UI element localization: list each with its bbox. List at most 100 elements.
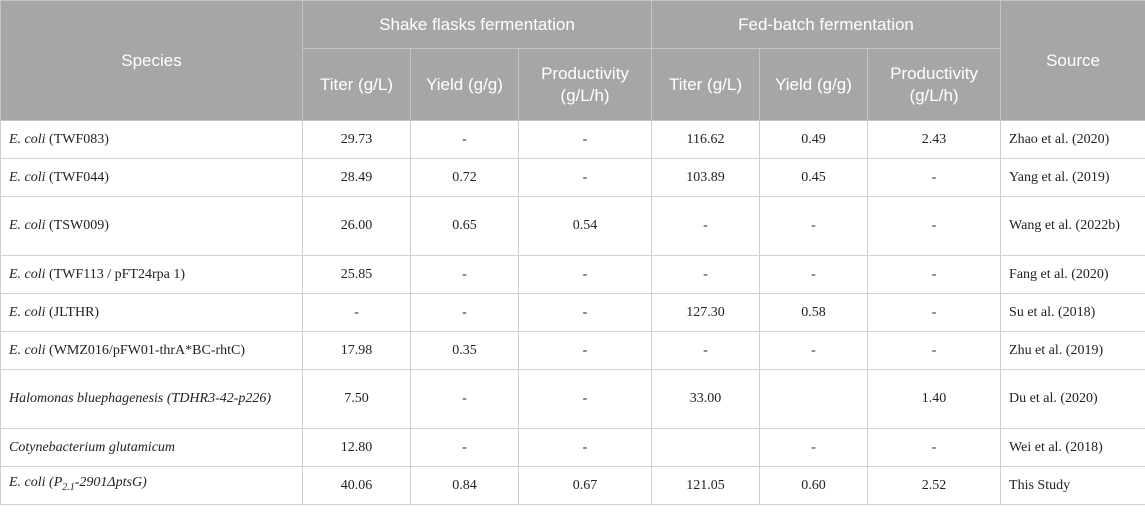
cell-shake-titer: - xyxy=(302,293,411,332)
cell-shake-productivity: - xyxy=(518,293,652,332)
cell-species: Cotynebacterium glutamicum xyxy=(0,428,303,467)
cell-shake-titer: 29.73 xyxy=(302,120,411,159)
species-strain: (TWF044) xyxy=(45,169,109,185)
header-shake-flasks: Shake flasks fermentation xyxy=(302,0,652,49)
table-row: E. coli (TSW009) 26.00 0.65 0.54- - - Wang et … xyxy=(0,196,1145,256)
cell-shake-productivity: - xyxy=(518,331,652,370)
cell-fed-productivity: 2.52 xyxy=(866,466,1002,505)
table-row: Cotynebacterium glutamicum 12.80- - - - Wei e… xyxy=(0,428,1145,467)
cell-fed-yield: - xyxy=(759,331,868,370)
cell-shake-yield: 0.65 xyxy=(410,196,519,256)
cell-fed-productivity: 2.43 xyxy=(866,120,1002,159)
cell-fed-titer xyxy=(651,428,760,467)
table-row: E. coli (P2.1-2901ΔptsG) 40.06 0.84 0.67 121… xyxy=(0,466,1145,505)
table-row: E. coli (TWF044) 28.49 0.72-103.89 0.45- Yan… xyxy=(0,158,1145,197)
header-species: Species xyxy=(0,0,303,121)
cell-shake-yield: 0.35 xyxy=(410,331,519,370)
cell-source: Zhu et al. (2019) xyxy=(1000,331,1145,370)
cell-species: E. coli (JLTHR) xyxy=(0,293,303,332)
species-strain: (JLTHR) xyxy=(45,304,100,320)
header-source: Source xyxy=(1000,0,1145,121)
header-fed-batch: Fed-batch fermentation xyxy=(650,0,1002,49)
table-row: E. coli (TWF113 / pFT24rpa 1) 25.85- - - - - F… xyxy=(0,255,1145,294)
cell-shake-productivity: 0.54 xyxy=(518,196,652,256)
cell-fed-titer: 103.89 xyxy=(651,158,760,197)
header-shake-productivity: Productivity (g/L/h) xyxy=(518,48,652,121)
species-subscript: 2.1 xyxy=(62,481,75,493)
species-name-italic: Halomonas bluephagenesis (TDHR3-42-p226) xyxy=(9,391,272,406)
cell-fed-yield: 0.45 xyxy=(759,158,868,197)
cell-shake-yield: - xyxy=(410,120,519,159)
cell-species: E. coli (TWF083) xyxy=(0,120,303,159)
cell-fed-yield: - xyxy=(759,196,868,256)
cell-source: Du et al. (2020) xyxy=(1000,369,1145,429)
header-shake-yield: Yield (g/g) xyxy=(410,48,519,121)
cell-shake-productivity: - xyxy=(518,158,652,197)
cell-shake-yield: - xyxy=(410,255,519,294)
cell-fed-titer: 121.05 xyxy=(651,466,760,505)
species-name-italic: E. coli xyxy=(9,218,46,233)
cell-fed-titer: - xyxy=(651,331,760,370)
cell-shake-productivity: - xyxy=(518,369,652,429)
header-fed-titer: Titer (g/L) xyxy=(651,48,760,121)
cell-shake-titer: 17.98 xyxy=(302,331,411,370)
cell-shake-titer: 26.00 xyxy=(302,196,411,256)
header-fed-yield: Yield (g/g) xyxy=(759,48,868,121)
table-row: E. coli (JLTHR) - - -127.30 0.58- Su et al. (… xyxy=(0,293,1145,332)
cell-shake-titer: 40.06 xyxy=(302,466,411,505)
cell-shake-yield: - xyxy=(410,428,519,467)
cell-species: Halomonas bluephagenesis (TDHR3-42-p226) xyxy=(0,369,303,429)
cell-shake-titer: 7.50 xyxy=(302,369,411,429)
cell-shake-productivity: - xyxy=(518,120,652,159)
cell-species: E. coli (P2.1-2901ΔptsG) xyxy=(0,466,303,505)
cell-shake-productivity: 0.67 xyxy=(518,466,652,505)
cell-shake-productivity: - xyxy=(518,255,652,294)
species-name-italic: E. coli xyxy=(9,131,46,147)
cell-fed-yield: - xyxy=(759,428,868,467)
species-name-italic: E. coli xyxy=(9,304,46,320)
header-row-group: Species Shake flasks fermentation Fed-ba… xyxy=(0,0,1145,121)
table-row: E. coli (WMZ016/pFW01-thrA*BC-rhtC) 17.98… xyxy=(0,331,1145,370)
cell-fed-yield: 0.60 xyxy=(759,466,868,505)
header-shake-titer: Titer (g/L) xyxy=(302,48,411,121)
cell-source: Wei et al. (2018) xyxy=(1000,428,1145,467)
cell-fed-titer: - xyxy=(651,255,760,294)
cell-shake-titer: 25.85 xyxy=(302,255,411,294)
species-name-italic: E. coli xyxy=(9,475,46,491)
cell-source: Su et al. (2018) xyxy=(1000,293,1145,332)
species-strain: (WMZ016/pFW01-thrA*BC-rhtC) xyxy=(45,342,246,358)
cell-fed-yield: 0.49 xyxy=(759,120,868,159)
species-name-italic: E. coli xyxy=(9,342,46,358)
cell-shake-yield: - xyxy=(410,293,519,332)
cell-shake-yield: 0.84 xyxy=(410,466,519,505)
header-fed-productivity: Productivity (g/L/h) xyxy=(866,48,1002,121)
cell-fed-productivity: - xyxy=(866,293,1002,332)
table-row: E. coli (TWF083) 29.73- -116.62 0.49 2.43 Zha… xyxy=(0,120,1145,159)
species-name-italic: E. coli xyxy=(9,266,46,282)
cell-fed-productivity: - xyxy=(866,196,1002,256)
cell-fed-titer: 127.30 xyxy=(651,293,760,332)
header-row-metrics: Titer (g/L) Yield (g/g) Productivity (g/… xyxy=(1,48,1145,121)
cell-species: E. coli (TWF044) xyxy=(0,158,303,197)
species-strain-italic: (P2.1-2901ΔptsG) xyxy=(45,475,147,493)
cell-shake-yield: 0.72 xyxy=(410,158,519,197)
cell-fed-productivity: - xyxy=(866,428,1002,467)
cell-fed-productivity: - xyxy=(866,255,1002,294)
cell-shake-titer: 12.80 xyxy=(302,428,411,467)
cell-species: E. coli (TWF113 / pFT24rpa 1) xyxy=(0,255,303,294)
cell-species: E. coli (WMZ016/pFW01-thrA*BC-rhtC) xyxy=(0,331,303,370)
table-row: Halomonas bluephagenesis (TDHR3-42-p226)… xyxy=(0,369,1145,429)
cell-fed-titer: - xyxy=(651,196,760,256)
cell-source: This Study xyxy=(1000,466,1145,505)
cell-fed-yield: - xyxy=(759,255,868,294)
cell-fed-productivity: - xyxy=(866,158,1002,197)
cell-shake-productivity: - xyxy=(518,428,652,467)
cell-shake-yield: - xyxy=(410,369,519,429)
species-strain: (TSW009) xyxy=(45,218,109,233)
cell-species: E. coli (TSW009) xyxy=(0,196,303,256)
cell-source: Fang et al. (2020) xyxy=(1000,255,1145,294)
species-strain: (TWF083) xyxy=(45,131,109,147)
cell-fed-titer: 33.00 xyxy=(651,369,760,429)
cell-source: Yang et al. (2019) xyxy=(1000,158,1145,197)
